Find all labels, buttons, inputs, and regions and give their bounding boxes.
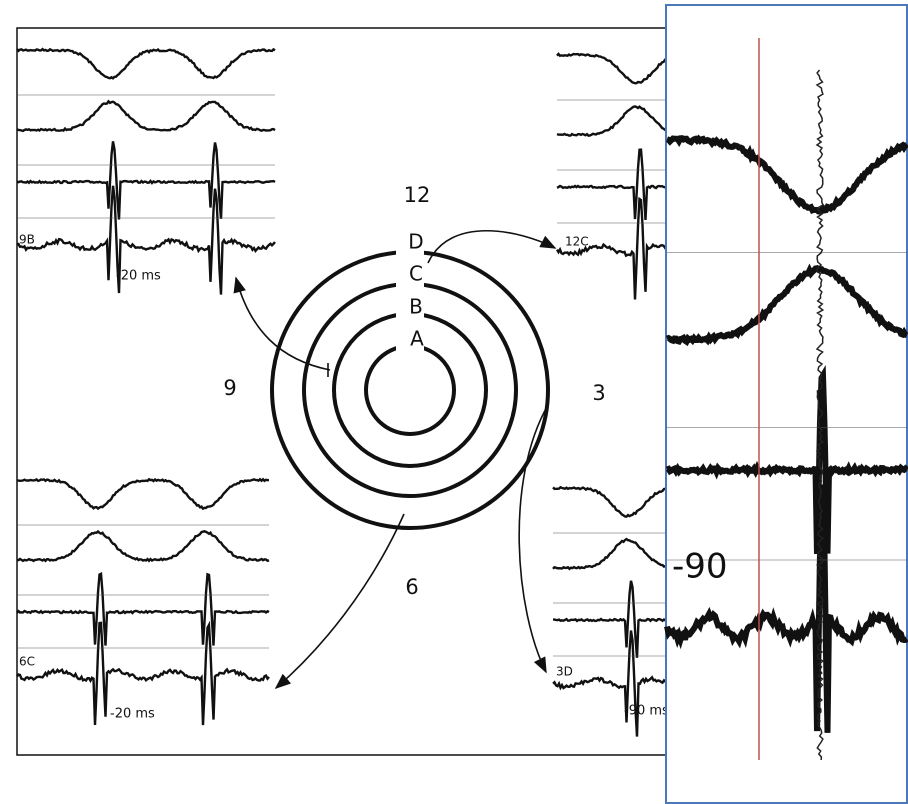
figure: 12 9 3 6 A B C D 9B -20 ms 12C 6C -20 ms… [0,0,908,804]
ring-label: C [409,262,423,286]
ring-label: A [410,327,424,351]
panel-delay: -20 ms [110,707,155,722]
ring-label: B [409,295,423,319]
compass-label: 12 [404,183,431,207]
compass-label: 9 [223,376,236,400]
panel-label: 12C [565,235,589,249]
panel-label: 9B [19,233,35,247]
panel-delay: -90 ms [624,704,669,719]
ring-label: D [408,230,423,254]
zoom-panel: -90 [666,5,907,803]
compass-label: 3 [592,381,605,405]
panel-delay: -20 ms [116,269,161,284]
panel-label: 6C [19,655,35,669]
panel-label: 3D [556,665,573,679]
zoom-label: -90 [672,547,728,587]
compass-label: 6 [405,575,418,599]
